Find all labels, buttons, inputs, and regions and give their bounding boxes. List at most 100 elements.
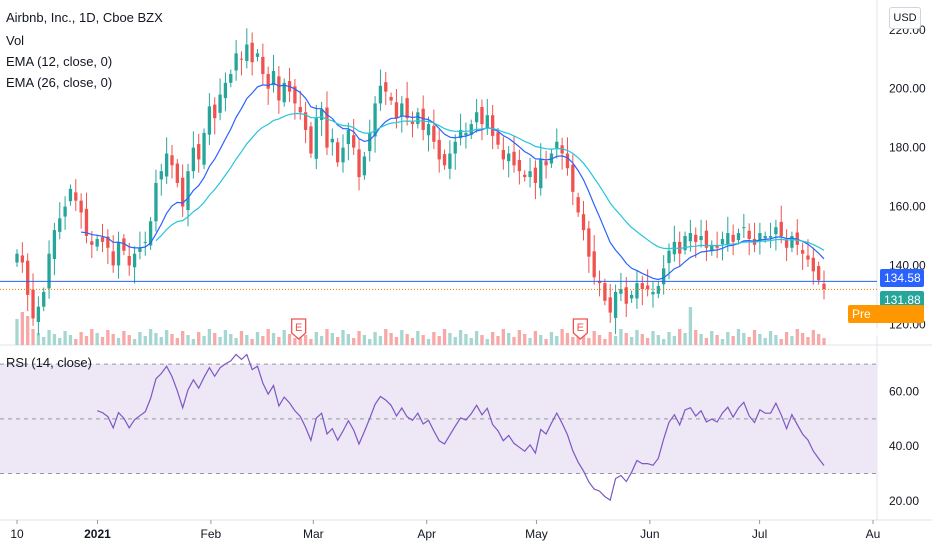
rsi-tick-label: 20.00 [889, 494, 919, 508]
candle-body [688, 233, 693, 242]
candle-body [464, 132, 468, 136]
currency-button[interactable]: USD [889, 7, 921, 29]
candle-body [528, 171, 532, 178]
candle-body [52, 230, 57, 259]
volume-bar [159, 337, 163, 345]
volume-bar [592, 331, 596, 345]
candle-body [517, 159, 522, 172]
volume-bar [645, 338, 650, 345]
candle-body [245, 44, 249, 62]
candle-body [202, 132, 206, 165]
volume-bar [800, 333, 805, 345]
candle-body [731, 234, 735, 242]
volume-bar [229, 334, 233, 345]
candle-body [656, 286, 660, 294]
candle-body [400, 103, 404, 117]
candle-body [170, 155, 174, 166]
volume-bar [357, 331, 361, 345]
volume-bar [517, 330, 522, 345]
volume-bar [507, 333, 511, 345]
volume-bar [191, 339, 196, 345]
candle-body [710, 244, 714, 252]
volume-bar [154, 333, 158, 345]
candle-body [58, 218, 62, 232]
candle-body [223, 82, 228, 99]
candle-body [742, 227, 746, 229]
candle-body [806, 255, 810, 260]
candle-body [774, 227, 778, 235]
candle-body [667, 250, 671, 264]
candle-body [678, 241, 682, 254]
candle-body [389, 96, 393, 101]
volume-bar [790, 336, 794, 345]
volume-bar [437, 336, 441, 345]
candle-body [800, 250, 805, 254]
candle-body [36, 306, 41, 323]
candle-body [485, 115, 489, 128]
volume-bar [346, 334, 351, 345]
candle-body [442, 154, 447, 166]
volume-bar [683, 333, 687, 345]
volume-bar [726, 332, 730, 345]
volume-bar [571, 337, 575, 345]
price-badge-line: 134.58 [880, 269, 924, 288]
y-tick-label: 140.00 [889, 258, 926, 272]
earnings-marker: E [291, 318, 307, 340]
volume-bar [100, 337, 105, 345]
volume-bar [213, 333, 217, 345]
volume-bar [704, 338, 709, 345]
volume-bar [720, 339, 725, 345]
candle-body [95, 238, 99, 247]
volume-bar [742, 333, 746, 345]
volume-bar [442, 329, 447, 345]
volume-bar [394, 337, 399, 345]
volume-bar [52, 334, 57, 345]
candle-body [699, 236, 703, 241]
candle-body [683, 236, 687, 251]
candle-body [336, 142, 340, 163]
volume-bar [197, 332, 201, 345]
candle-body [779, 221, 783, 236]
candle-body [309, 126, 313, 154]
candle-body [640, 283, 644, 290]
volume-bar [416, 331, 420, 345]
rsi-legend: RSI (14, close) [6, 355, 92, 370]
candle-body [651, 291, 655, 295]
earnings-marker-shape [291, 318, 307, 340]
volume-bar [528, 338, 532, 345]
volume-bar [560, 329, 564, 345]
volume-bar [362, 335, 367, 345]
candle-body [597, 280, 602, 284]
candle-body [490, 115, 495, 136]
volume-bar [613, 336, 618, 345]
volume-bar [95, 333, 99, 345]
volume-bar [309, 339, 313, 345]
volume-bar [421, 335, 425, 345]
candle-body [47, 253, 51, 289]
volume-bar [635, 330, 639, 345]
candle-body [523, 174, 527, 178]
volume-bar [763, 338, 767, 345]
volume-bar [822, 338, 826, 345]
candle-body [453, 141, 457, 154]
candle-body [325, 107, 329, 148]
volume-bar [485, 339, 489, 345]
x-tick-label: Feb [201, 527, 222, 541]
volume-bar [261, 336, 265, 345]
volume-bar [368, 339, 372, 345]
volume-bar [699, 334, 703, 345]
y-tick-label: 200.00 [889, 82, 926, 96]
candle-body [116, 241, 121, 266]
candle-body [330, 138, 334, 143]
volume-bar [608, 332, 612, 345]
candle-body [720, 238, 725, 245]
volume-bar [175, 338, 179, 345]
y-tick-label: 180.00 [889, 141, 926, 155]
x-tick-label: Apr [417, 527, 436, 541]
candle-body [84, 208, 89, 236]
rsi-tick-label: 60.00 [889, 384, 919, 398]
candle-body [704, 230, 709, 248]
candle-body [405, 98, 409, 119]
volume-bar [629, 337, 634, 345]
